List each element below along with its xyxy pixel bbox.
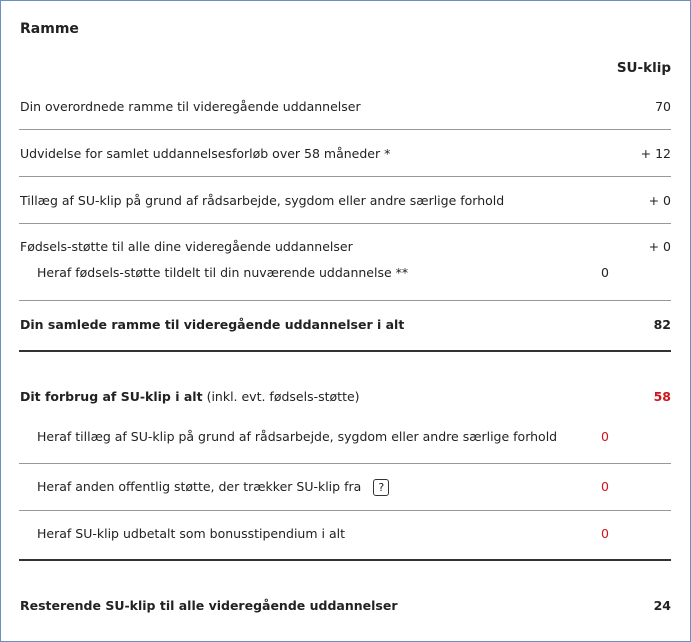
row-label: Tillæg af SU-klip på grund af rådsarbejd… xyxy=(20,193,505,208)
title: Ramme xyxy=(20,21,79,37)
divider xyxy=(19,176,671,177)
resterende-value: 24 xyxy=(653,598,671,613)
column-header: SU-klip xyxy=(616,60,671,76)
sub-row-value: 0 xyxy=(601,429,609,444)
sub-row-label: Heraf SU-klip udbetalt som bonusstipendi… xyxy=(37,526,345,541)
divider xyxy=(19,350,671,352)
divider xyxy=(19,463,671,464)
sub-row-value: 0 xyxy=(601,265,609,280)
total-value: 82 xyxy=(653,317,671,332)
sub-row-label: Heraf tillæg af SU-klip på grund af råds… xyxy=(37,429,558,444)
row-label: Fødsels-støtte til alle dine videregåend… xyxy=(20,239,353,254)
divider xyxy=(19,510,671,511)
sub-row-value: 0 xyxy=(601,526,609,541)
sub-row-value: 0 xyxy=(601,479,609,494)
forbrug-note: (inkl. evt. fødsels-støtte) xyxy=(206,389,360,404)
forbrug-label: Dit forbrug af SU-klip i alt xyxy=(20,389,203,404)
divider xyxy=(19,129,671,130)
row-label: Udvidelse for samlet uddannelsesforløb o… xyxy=(20,146,391,161)
sub-row-label: Heraf fødsels-støtte tildelt til din nuv… xyxy=(37,265,409,280)
row-value: 70 xyxy=(655,99,671,114)
row-label: Din overordnede ramme til videregående u… xyxy=(20,99,361,114)
forbrug-value: 58 xyxy=(653,389,671,404)
help-button[interactable]: ? xyxy=(373,479,390,496)
sub-row-label: Heraf anden offentlig støtte, der trække… xyxy=(37,479,362,494)
row-value: + 0 xyxy=(648,239,671,254)
resterende-label: Resterende SU-klip til alle videregående… xyxy=(20,598,398,613)
divider xyxy=(19,300,671,301)
row-value: + 0 xyxy=(648,193,671,208)
row-value: + 12 xyxy=(640,146,671,161)
total-label: Din samlede ramme til videregående uddan… xyxy=(20,317,405,332)
divider xyxy=(19,559,671,561)
divider xyxy=(19,223,671,224)
